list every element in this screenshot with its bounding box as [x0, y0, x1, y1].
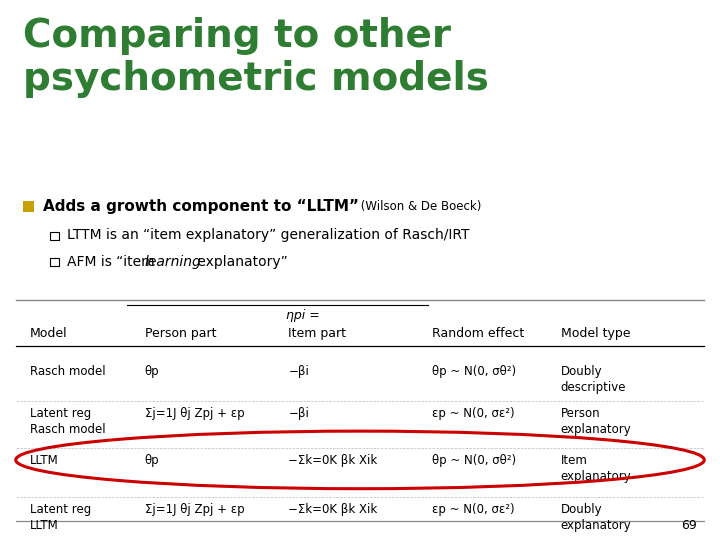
Text: Item
explanatory: Item explanatory: [561, 454, 631, 483]
Text: Rasch model: Rasch model: [30, 365, 106, 378]
Text: Model: Model: [30, 327, 68, 340]
Text: Item part: Item part: [288, 327, 346, 340]
Text: Random effect: Random effect: [432, 327, 524, 340]
Text: −Σk=0K βk Xik: −Σk=0K βk Xik: [288, 454, 377, 467]
Text: Doubly
explanatory: Doubly explanatory: [561, 503, 631, 531]
Text: −βi: −βi: [288, 365, 309, 378]
Text: Model type: Model type: [561, 327, 630, 340]
Text: explanatory”: explanatory”: [193, 255, 287, 269]
Text: Doubly
descriptive: Doubly descriptive: [561, 365, 626, 394]
Text: Adds a growth component to “LLTM”: Adds a growth component to “LLTM”: [43, 199, 359, 214]
Text: θp ~ N(0, σθ²): θp ~ N(0, σθ²): [432, 454, 516, 467]
Text: ηpi =: ηpi =: [286, 309, 320, 322]
Text: εp ~ N(0, σε²): εp ~ N(0, σε²): [432, 407, 514, 420]
FancyBboxPatch shape: [23, 201, 35, 212]
Text: Person
explanatory: Person explanatory: [561, 407, 631, 436]
Text: Latent reg
Rasch model: Latent reg Rasch model: [30, 407, 106, 436]
Text: LTTM is an “item explanatory” generalization of Rasch/IRT: LTTM is an “item explanatory” generaliza…: [68, 228, 470, 242]
Text: Latent reg
LLTM: Latent reg LLTM: [30, 503, 91, 531]
Text: −Σk=0K βk Xik: −Σk=0K βk Xik: [288, 503, 377, 516]
Text: Person part: Person part: [145, 327, 216, 340]
Text: Comparing to other
psychometric models: Comparing to other psychometric models: [23, 17, 489, 98]
Text: θp: θp: [145, 454, 159, 467]
Text: learning: learning: [145, 255, 202, 269]
Text: 69: 69: [681, 519, 697, 532]
Text: θp ~ N(0, σθ²): θp ~ N(0, σθ²): [432, 365, 516, 378]
Text: θp: θp: [145, 365, 159, 378]
Text: LLTM: LLTM: [30, 454, 59, 467]
Text: AFM is “item: AFM is “item: [68, 255, 159, 269]
Text: (Wilson & De Boeck): (Wilson & De Boeck): [357, 200, 482, 213]
Text: −βi: −βi: [288, 407, 309, 420]
Text: εp ~ N(0, σε²): εp ~ N(0, σε²): [432, 503, 514, 516]
Text: Σj=1J θj Zpj + εp: Σj=1J θj Zpj + εp: [145, 503, 245, 516]
FancyBboxPatch shape: [50, 232, 59, 240]
Text: Σj=1J θj Zpj + εp: Σj=1J θj Zpj + εp: [145, 407, 245, 420]
FancyBboxPatch shape: [50, 258, 59, 266]
